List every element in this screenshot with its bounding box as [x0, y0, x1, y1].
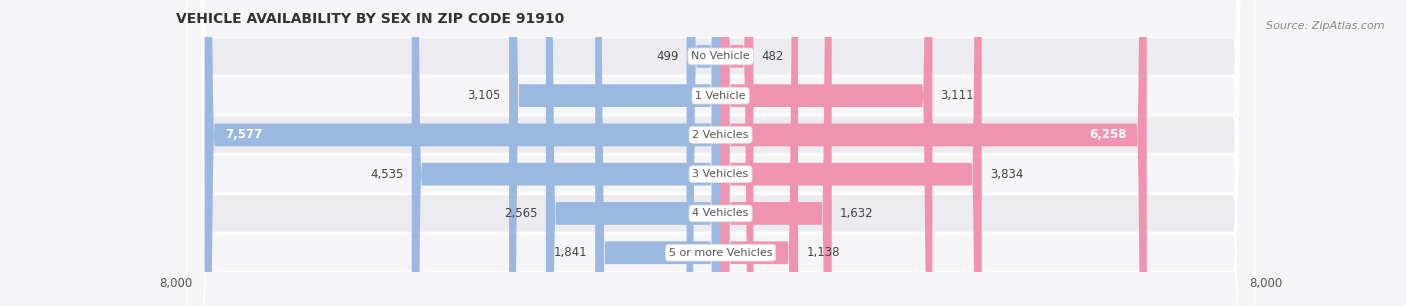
- Text: 6,258: 6,258: [1088, 129, 1126, 141]
- FancyBboxPatch shape: [187, 0, 1254, 306]
- Text: 2,565: 2,565: [505, 207, 537, 220]
- FancyBboxPatch shape: [204, 0, 721, 306]
- Text: 3,111: 3,111: [941, 89, 974, 102]
- FancyBboxPatch shape: [187, 0, 1254, 306]
- FancyBboxPatch shape: [187, 0, 1254, 306]
- FancyBboxPatch shape: [721, 0, 932, 306]
- Text: 3 Vehicles: 3 Vehicles: [692, 169, 749, 179]
- FancyBboxPatch shape: [187, 0, 1254, 306]
- Text: 3,105: 3,105: [468, 89, 501, 102]
- FancyBboxPatch shape: [721, 0, 1147, 306]
- Text: 482: 482: [762, 50, 785, 63]
- FancyBboxPatch shape: [187, 0, 1254, 306]
- Text: 5 or more Vehicles: 5 or more Vehicles: [669, 248, 772, 258]
- FancyBboxPatch shape: [546, 0, 721, 306]
- FancyBboxPatch shape: [412, 0, 721, 306]
- Text: 1,632: 1,632: [839, 207, 873, 220]
- FancyBboxPatch shape: [187, 0, 1254, 306]
- Text: 3,834: 3,834: [990, 168, 1024, 181]
- Text: 1,138: 1,138: [806, 246, 839, 259]
- Text: 499: 499: [657, 50, 679, 63]
- Text: 1 Vehicle: 1 Vehicle: [696, 91, 745, 101]
- Text: No Vehicle: No Vehicle: [692, 51, 749, 62]
- Text: 2 Vehicles: 2 Vehicles: [692, 130, 749, 140]
- FancyBboxPatch shape: [686, 0, 721, 306]
- FancyBboxPatch shape: [721, 0, 754, 306]
- FancyBboxPatch shape: [595, 0, 721, 306]
- Text: 4 Vehicles: 4 Vehicles: [692, 208, 749, 218]
- Text: 4,535: 4,535: [370, 168, 404, 181]
- Text: 1,841: 1,841: [554, 246, 588, 259]
- FancyBboxPatch shape: [721, 0, 981, 306]
- Text: VEHICLE AVAILABILITY BY SEX IN ZIP CODE 91910: VEHICLE AVAILABILITY BY SEX IN ZIP CODE …: [176, 12, 564, 26]
- FancyBboxPatch shape: [721, 0, 832, 306]
- FancyBboxPatch shape: [509, 0, 721, 306]
- Text: Source: ZipAtlas.com: Source: ZipAtlas.com: [1267, 21, 1385, 32]
- FancyBboxPatch shape: [721, 0, 799, 306]
- Text: 7,577: 7,577: [225, 129, 263, 141]
